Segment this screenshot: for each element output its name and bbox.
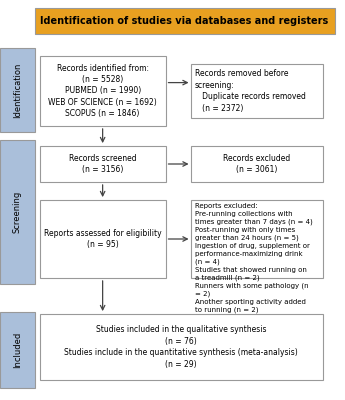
FancyBboxPatch shape (191, 200, 323, 278)
Text: Included: Included (13, 332, 22, 368)
Text: Reports excluded:
Pre-running collections with
times greater than 7 days (n = 4): Reports excluded: Pre-running collection… (195, 203, 313, 314)
FancyBboxPatch shape (191, 64, 323, 118)
Text: Records excluded
(n = 3061): Records excluded (n = 3061) (224, 154, 290, 174)
FancyBboxPatch shape (0, 312, 34, 388)
FancyBboxPatch shape (191, 146, 323, 182)
Text: Records screened
(n = 3156): Records screened (n = 3156) (69, 154, 137, 174)
Text: Records identified from:
(n = 5528)
PUBMED (n = 1990)
WEB OF SCIENCE (n = 1692)
: Records identified from: (n = 5528) PUBM… (48, 64, 157, 118)
Text: Records removed before
screening:
   Duplicate records removed
   (n = 2372): Records removed before screening: Duplic… (195, 69, 306, 113)
FancyBboxPatch shape (40, 314, 323, 380)
FancyBboxPatch shape (40, 146, 166, 182)
Text: Screening: Screening (13, 191, 22, 233)
FancyBboxPatch shape (34, 8, 335, 34)
FancyBboxPatch shape (40, 56, 166, 126)
Text: Studies included in the qualitative synthesis
(n = 76)
Studies include in the qu: Studies included in the qualitative synt… (64, 325, 298, 369)
Text: Identification of studies via databases and registers: Identification of studies via databases … (40, 16, 329, 26)
FancyBboxPatch shape (40, 200, 166, 278)
FancyBboxPatch shape (0, 48, 34, 132)
FancyBboxPatch shape (0, 140, 34, 284)
Text: Identification: Identification (13, 62, 22, 118)
Text: Reports assessed for eligibility
(n = 95): Reports assessed for eligibility (n = 95… (44, 229, 161, 249)
